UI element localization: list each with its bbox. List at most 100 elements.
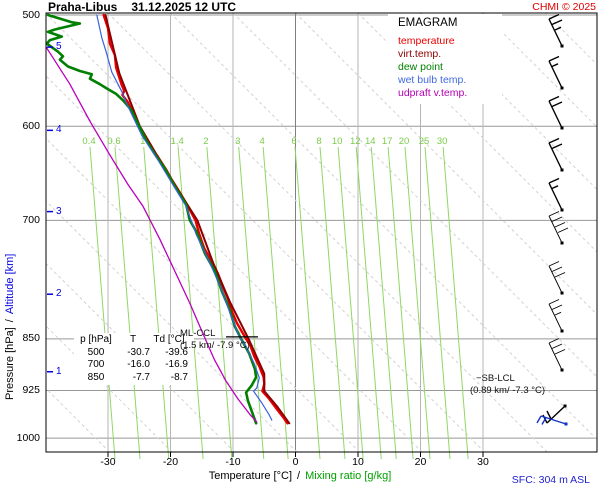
mixing-ratio-label: 25 — [419, 136, 430, 147]
wind-barb-feather — [551, 304, 563, 310]
plot-border — [45, 12, 598, 453]
legend-title: EMAGRAM — [398, 17, 458, 29]
wind-barb-feather — [541, 417, 547, 425]
virt-temp-curve — [104, 14, 291, 425]
table-header-cell: T — [129, 334, 137, 345]
station-name: Praha-Libus — [48, 0, 118, 14]
wind-barb-feather — [551, 143, 563, 150]
legend-items: temperature virt.temp. dew point wet bulb t… — [398, 35, 502, 100]
wind-barb-feather — [546, 410, 552, 420]
pressure-tick-label: 925 — [22, 384, 40, 396]
altitude-tick-label: 1 — [56, 365, 62, 377]
wind-barb — [548, 13, 564, 48]
table-row: 700 -16.0 -16.9 — [76, 359, 192, 372]
wind-barb-staff — [548, 100, 563, 129]
x-axis-label: Temperature [°C] / Mixing ratio [g/kg] — [0, 470, 600, 482]
axis-separator: / — [4, 319, 16, 323]
table-cell: 700 — [87, 359, 105, 370]
temperature-tick-label: 10 — [352, 456, 364, 468]
wind-barb — [548, 177, 564, 212]
wind-barb — [548, 338, 566, 372]
mixing-ratio-line — [370, 146, 397, 460]
wind-barb-half-feather — [554, 311, 562, 316]
temperature-tick-label: 0 — [292, 456, 299, 468]
table-cell: -30.7 — [127, 346, 150, 358]
wind-barb-staff — [548, 342, 563, 371]
mixing-ratio-label: 1.4 — [171, 136, 184, 147]
wind-barb-feather — [548, 137, 560, 144]
wind-barb-staff — [540, 415, 567, 425]
mixing-ratio-label: 2 — [203, 136, 208, 147]
wind-barb-feather — [554, 222, 566, 228]
pressure-tick-label: 500 — [22, 8, 40, 21]
legend-item: temperature — [398, 35, 455, 47]
ml-ccl-annotation: ML-CCL (1.5 km/ -7.9 °C) — [180, 328, 250, 351]
wind-barb-feather — [557, 227, 569, 233]
pressure-tick-label: 850 — [22, 332, 40, 345]
wind-barb-feather — [551, 266, 563, 272]
wind-barb-staff — [548, 142, 563, 171]
table-row: 850 -7.7 -8.7 — [76, 372, 192, 385]
wind-barb-staff — [548, 60, 563, 89]
wind-barb-feather — [554, 349, 566, 355]
wind-barb-staff — [548, 182, 563, 211]
temperature-tick-label: 20 — [414, 456, 427, 468]
legend-item: wet bulb temp. — [398, 74, 467, 86]
wind-barb-feather — [548, 13, 560, 20]
dry-adiabat-line — [107, 13, 548, 452]
dry-adiabat-line — [295, 13, 597, 316]
sounding-table: p [hPa] T Td [°C] 500 -30.7 -39.6 700 -16.0 -16.… — [74, 333, 194, 385]
table-cell: -16.9 — [165, 359, 188, 370]
mixing-ratio-line — [404, 146, 431, 460]
wind-barb — [548, 211, 569, 245]
mixing-ratio-line — [355, 146, 382, 460]
temperature-tick-label: -20 — [162, 456, 179, 468]
table-header-cell: p [hPa] — [80, 334, 112, 345]
mixing-ratio-label: 4 — [259, 136, 264, 147]
mixing-ratio-label: 30 — [437, 136, 448, 147]
axis-separator: / — [297, 470, 301, 482]
temperature-tick-label: -30 — [100, 456, 116, 468]
temperature-tick-label: -10 — [225, 456, 241, 468]
mixing-ratio-label: 12 — [350, 136, 361, 147]
legend-item: udpraft v.temp. — [398, 87, 468, 99]
mixing-ratio-line — [143, 146, 170, 460]
mixing-ratio-label: 10 — [332, 136, 343, 147]
mixing-ratio-label: 1 — [140, 136, 145, 147]
wind-barb-staff — [548, 303, 563, 332]
copyright-label: CHMI © 2025 — [532, 1, 596, 13]
dry-adiabat-line — [232, 13, 597, 378]
wind-barb-staff — [548, 215, 563, 244]
sb-lcl-detail: (0.89 km/ -7.3 °C) — [470, 384, 546, 396]
table-cell: 850 — [87, 371, 105, 383]
wind-barb-feather — [548, 261, 560, 267]
altitude-tick-label: 5 — [56, 41, 62, 53]
wind-barb — [536, 415, 568, 426]
pressure-tick-label: 1000 — [16, 431, 40, 444]
mixing-ratio-axis-label: Mixing ratio [g/kg] — [305, 470, 392, 482]
temperature-tick-label: 30 — [477, 456, 489, 468]
mixing-ratio-label: 6 — [291, 136, 296, 147]
mixing-ratio-line — [387, 146, 414, 460]
altitude-axis-label: Altitude [km] — [4, 253, 16, 315]
mixing-ratio-line — [424, 146, 451, 460]
dry-adiabat-line — [46, 137, 360, 452]
wind-barb-feather — [536, 415, 542, 424]
dry-adiabat-line — [545, 13, 597, 66]
updraft-virt-temp-curve — [46, 46, 258, 423]
wind-barb-feather — [554, 272, 566, 278]
wind-barb-feather — [548, 55, 560, 62]
mixing-ratio-label: 17 — [382, 136, 393, 147]
legend-box: EMAGRAM temperature virt.temp. dew point we… — [388, 14, 502, 104]
table-cell: 500 — [87, 346, 105, 358]
dry-adiabat-line — [46, 75, 423, 452]
sb-lcl-annotation: −SB-LCL (0.89 km/ -7.3 °C) — [470, 373, 545, 396]
ml-ccl-label: ML-CCL — [180, 328, 216, 339]
legend-item: dew point — [398, 61, 443, 73]
table-row: 500 -30.7 -39.6 — [76, 347, 192, 360]
mixing-ratio-line — [114, 146, 141, 460]
wind-barb-half-feather — [551, 185, 559, 190]
wind-barb-staff — [548, 265, 563, 294]
wind-barb-feather — [551, 19, 563, 26]
